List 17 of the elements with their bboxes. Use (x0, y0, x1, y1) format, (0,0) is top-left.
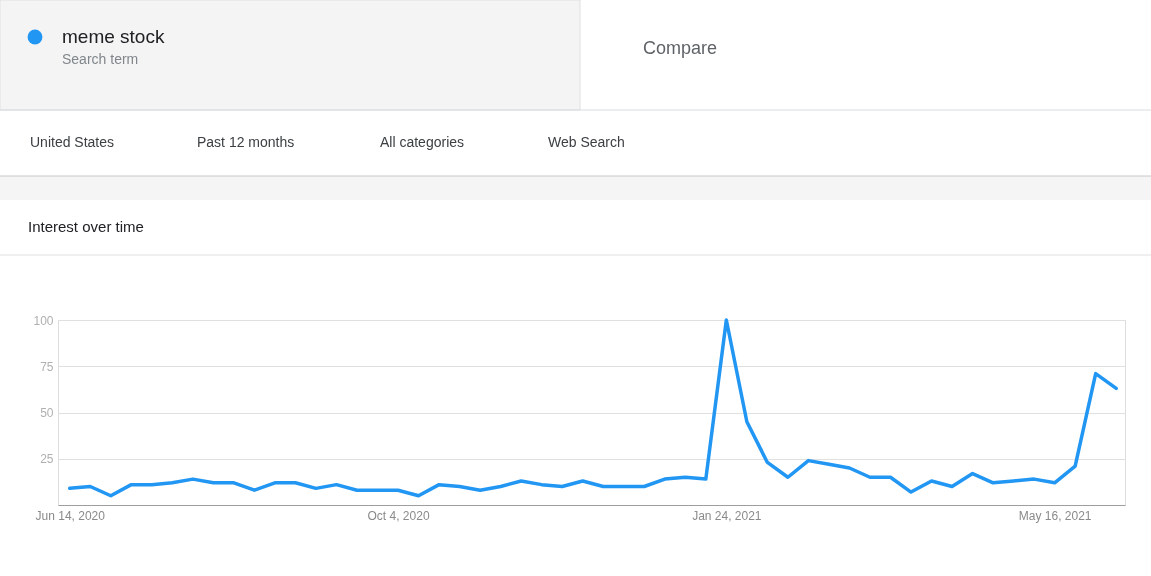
legend-label: meme stock (62, 26, 165, 47)
text: United States (30, 134, 115, 150)
text: Compare (643, 38, 718, 58)
text: Search term (62, 51, 139, 67)
y-tick-label: 100 (33, 313, 54, 328)
x-tick-label: May 16, 2021 (1018, 508, 1092, 523)
text: Past 12 months (197, 134, 295, 150)
x-tick-label: Jun 14, 2020 (35, 508, 106, 523)
y-tick-label: 25 (40, 452, 54, 467)
line-series (67, 318, 1118, 498)
chart-title: Interest over time (28, 218, 144, 235)
y-tick-label: 50 (40, 406, 54, 420)
y-tick-label: 75 (40, 359, 54, 374)
text: All categories (380, 134, 465, 150)
x-tick-label: Jan 24, 2021 (692, 508, 762, 523)
x-tick-label: Oct 4, 2020 (367, 508, 430, 523)
text: Web Search (548, 134, 625, 150)
